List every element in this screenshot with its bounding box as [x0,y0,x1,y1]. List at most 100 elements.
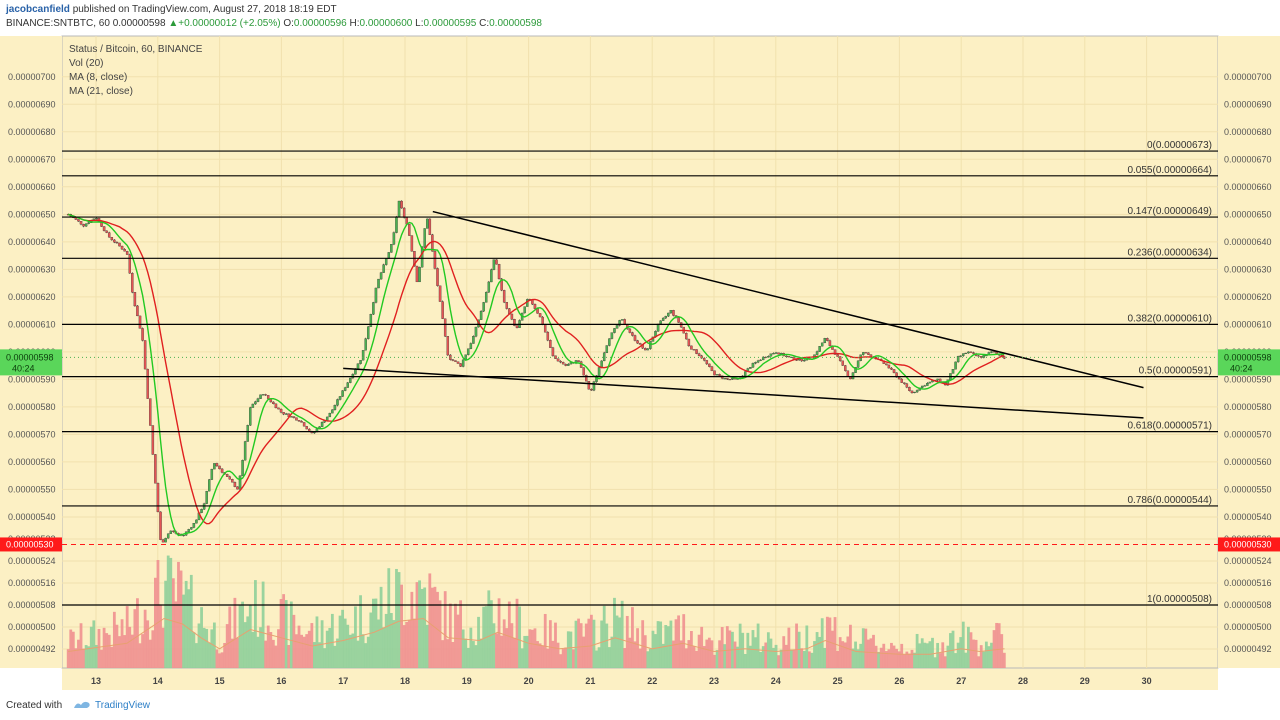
volume-bar [859,643,863,668]
candle-body [372,302,375,315]
legend-vol: Vol (20) [69,58,103,69]
fib-retracement[interactable]: 0(0.00000673) 0.055(0.00000664) 0.147(0.00… [62,140,1218,606]
volume-bar [77,639,80,668]
volume-bar [992,630,996,668]
volume-bar [515,598,519,668]
candle-body [567,363,570,366]
volume-bar [746,632,750,668]
volume-bar [215,649,219,668]
volume-bar [864,628,868,668]
volume-bar [138,643,142,668]
volume-bar [572,649,575,668]
candle-body [113,239,116,243]
y-tick-label: 0.00000630 [1224,264,1272,274]
volume-bar [84,645,88,668]
candle-body [915,390,919,393]
candle-body [695,349,698,354]
volume-bar [438,600,442,668]
volume-bar [792,649,796,668]
candle-body [392,232,396,245]
y-tick-label: 0.00000660 [8,182,56,192]
volume-bar [574,620,578,668]
y-tick-label: 0.00000670 [1224,154,1272,164]
candle-body [433,251,437,269]
price-chart[interactable]: 0(0.00000673) 0.055(0.00000664) 0.147(0.00… [0,32,1280,694]
candle-body [459,363,462,367]
candle-body [618,320,621,326]
volume-bar [364,643,368,668]
volume-bar [972,639,975,668]
fib-level-label: 0(0.00000673) [1147,140,1212,151]
volume-bar [651,630,655,668]
candle-body [79,221,83,225]
candle-body [264,394,267,396]
volume-bar [790,649,793,668]
candle-body [154,454,157,484]
current-price-tag-left [0,349,62,376]
volume-bar [341,609,345,668]
candle-body [502,290,506,303]
x-tick-label: 27 [956,676,966,686]
fib-level-label: 0.055(0.00000664) [1127,165,1212,176]
volume-bar [849,624,852,668]
candle-body [336,399,339,406]
volume-bar [105,633,109,668]
y-tick-label: 0.00000524 [1224,556,1272,566]
candle-body [538,313,542,318]
volume-bar [589,614,593,668]
volume-bar [300,634,303,668]
candle-body [826,338,829,341]
candle-body [959,355,962,357]
volume-bar [479,638,483,668]
candle-body [785,355,788,357]
volume-bar [279,599,283,668]
candle-body [841,360,844,366]
volume-bar [607,647,611,668]
candle-body [382,264,385,273]
candle-body [192,523,196,528]
volume-bar [533,628,537,668]
candle-body [979,356,983,358]
candle-body [428,218,432,235]
candle-body [169,530,173,534]
candle-body [687,338,691,347]
tradingview-brand-link[interactable]: TradingView [95,700,151,711]
volume-bar [261,581,265,668]
candle-body [266,395,270,399]
x-tick-label: 28 [1018,676,1028,686]
candle-body [890,367,893,370]
author-link[interactable]: jacobcanfield [6,4,70,15]
volume-bar [315,616,319,668]
volume-bar [305,634,309,668]
volume-bar [597,647,601,668]
volume-bar [810,652,814,668]
volume-bar [184,580,188,668]
volume-bar [869,638,873,668]
volume-bar [156,560,160,668]
volume-bar [400,584,404,668]
trendlines[interactable] [343,210,1144,419]
volume-bar [866,639,870,668]
volume-bar [410,591,414,668]
candle-body [328,412,332,418]
volume-bar [336,638,339,668]
volume-bar [720,627,724,668]
candle-body [349,377,352,383]
volume-bar [348,634,352,668]
candle-body [590,389,593,391]
y-tick-label: 0.00000590 [8,374,56,384]
volume-bar [477,616,480,668]
candle-body [443,318,447,337]
volume-bar [236,638,239,668]
candlesticks[interactable] [66,200,1006,543]
candle-body [397,200,401,217]
volume-bar [692,646,696,668]
candle-body [115,242,119,244]
ma8-line[interactable] [67,213,1005,537]
volume-bar [346,624,350,668]
volume-bar [110,646,114,668]
volume-bar [425,624,429,668]
candle-body [128,254,131,274]
volume-bar [841,641,845,668]
volume-bar [687,640,691,668]
